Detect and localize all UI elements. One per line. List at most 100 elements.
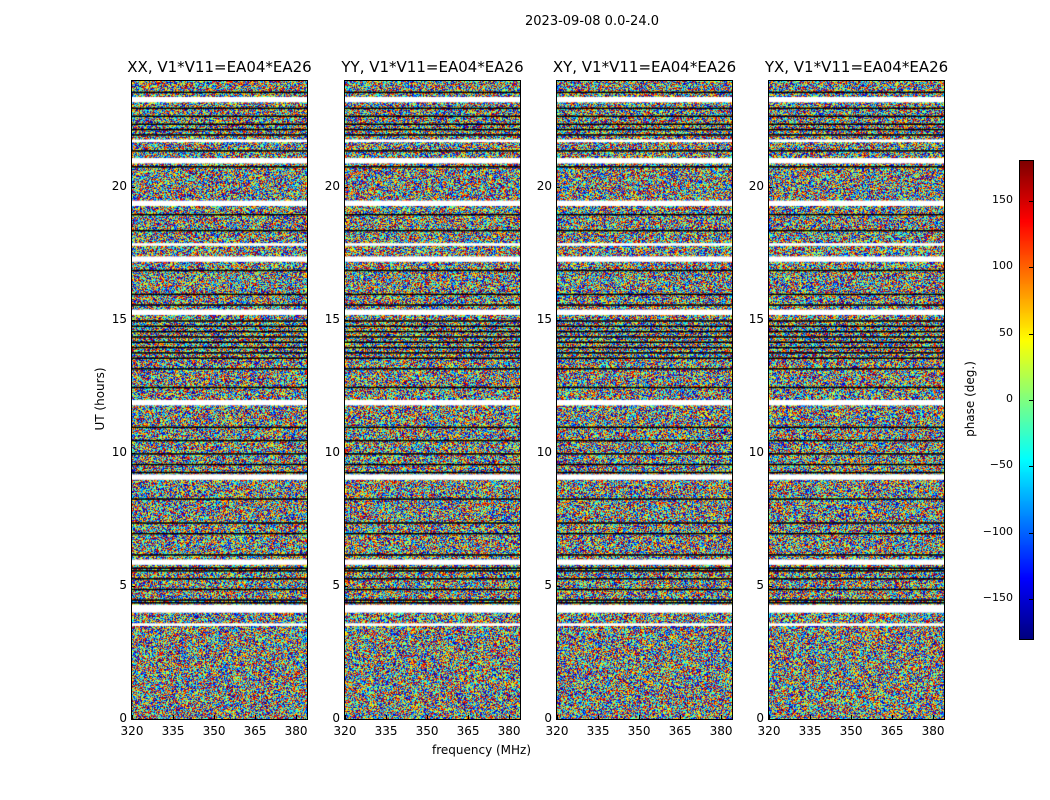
y-tick-label: 0 bbox=[756, 711, 764, 725]
x-tick-mark bbox=[427, 715, 429, 719]
panel-title: YX, V1*V11=EA04*EA26 bbox=[764, 58, 949, 76]
x-tick-mark bbox=[173, 715, 175, 719]
y-tick-mark bbox=[556, 453, 560, 455]
y-tick-label: 0 bbox=[332, 711, 340, 725]
colorbar bbox=[1019, 160, 1034, 640]
x-tick-label: 350 bbox=[627, 724, 651, 738]
y-tick-mark bbox=[344, 586, 348, 588]
x-tick-label: 320 bbox=[545, 724, 569, 738]
heatmap-cells bbox=[557, 81, 732, 719]
panel-title: XY, V1*V11=EA04*EA26 bbox=[552, 58, 737, 76]
colorbar-tick-mark bbox=[1029, 532, 1033, 534]
x-tick-label: 335 bbox=[798, 724, 822, 738]
x-tick-mark bbox=[132, 715, 133, 719]
y-tick-mark bbox=[344, 320, 348, 322]
x-tick-mark bbox=[214, 715, 216, 719]
x-tick-mark bbox=[933, 715, 935, 719]
x-tick-label: 350 bbox=[415, 724, 439, 738]
y-tick-label: 10 bbox=[748, 445, 764, 460]
x-tick-mark bbox=[557, 715, 558, 719]
y-tick-mark bbox=[131, 187, 135, 189]
heatmap-cells bbox=[132, 81, 307, 719]
y-tick-label: 20 bbox=[536, 179, 552, 194]
y-tick-label: 10 bbox=[324, 445, 340, 460]
x-tick-label: 365 bbox=[456, 724, 480, 738]
y-tick-label: 20 bbox=[111, 179, 127, 194]
x-tick-mark bbox=[721, 715, 723, 719]
heatmap-cells bbox=[345, 81, 520, 719]
colorbar-tick-mark bbox=[1029, 466, 1033, 468]
x-tick-mark bbox=[810, 715, 812, 719]
colorbar-tick-label: 150 bbox=[992, 192, 1013, 206]
x-tick-label: 350 bbox=[839, 724, 863, 738]
x-tick-mark bbox=[639, 715, 641, 719]
x-tick-label: 350 bbox=[202, 724, 226, 738]
colorbar-tick-label: −50 bbox=[989, 458, 1013, 472]
y-tick-mark bbox=[768, 586, 772, 588]
colorbar-tick-mark bbox=[1029, 333, 1033, 335]
x-tick-label: 335 bbox=[161, 724, 185, 738]
y-tick-mark bbox=[768, 320, 772, 322]
heatmap-panel bbox=[556, 80, 733, 720]
y-tick-mark bbox=[768, 453, 772, 455]
colorbar-tick-label: −100 bbox=[982, 524, 1013, 538]
colorbar-tick-mark bbox=[1029, 599, 1033, 601]
x-tick-label: 365 bbox=[668, 724, 692, 738]
y-tick-mark bbox=[768, 187, 772, 189]
colorbar-gradient bbox=[1020, 161, 1033, 639]
heatmap-panel bbox=[344, 80, 521, 720]
x-tick-label: 320 bbox=[757, 724, 781, 738]
y-tick-label: 20 bbox=[324, 179, 340, 194]
y-tick-mark bbox=[131, 320, 135, 322]
x-tick-mark bbox=[509, 715, 511, 719]
colorbar-tick-mark bbox=[1029, 400, 1033, 401]
x-tick-mark bbox=[255, 715, 257, 719]
colorbar-tick-label: 50 bbox=[999, 325, 1013, 339]
x-tick-mark bbox=[851, 715, 853, 719]
y-tick-label: 5 bbox=[332, 578, 340, 593]
x-tick-mark bbox=[468, 715, 470, 719]
x-tick-label: 320 bbox=[120, 724, 144, 738]
y-tick-mark bbox=[131, 719, 135, 720]
x-tick-label: 320 bbox=[333, 724, 357, 738]
colorbar-tick-label: 100 bbox=[992, 259, 1013, 273]
panel-title: YY, V1*V11=EA04*EA26 bbox=[341, 58, 524, 76]
colorbar-tick-mark bbox=[1029, 267, 1033, 269]
y-tick-label: 5 bbox=[544, 578, 552, 593]
y-tick-label: 20 bbox=[748, 179, 764, 194]
y-tick-mark bbox=[556, 586, 560, 588]
x-tick-label: 365 bbox=[880, 724, 904, 738]
y-tick-label: 5 bbox=[119, 578, 127, 593]
y-tick-label: 0 bbox=[544, 711, 552, 725]
x-tick-label: 380 bbox=[497, 724, 521, 738]
panel-title: XX, V1*V11=EA04*EA26 bbox=[127, 58, 312, 76]
x-tick-mark bbox=[598, 715, 600, 719]
y-tick-label: 15 bbox=[748, 312, 764, 327]
heatmap-cells bbox=[769, 81, 944, 719]
x-tick-label: 380 bbox=[709, 724, 733, 738]
x-tick-label: 335 bbox=[586, 724, 610, 738]
y-tick-label: 10 bbox=[111, 445, 127, 460]
x-tick-mark bbox=[680, 715, 682, 719]
y-tick-label: 15 bbox=[111, 312, 127, 327]
y-tick-mark bbox=[131, 586, 135, 588]
y-tick-label: 15 bbox=[324, 312, 340, 327]
heatmap-panel bbox=[131, 80, 308, 720]
colorbar-tick-label: 0 bbox=[1006, 392, 1013, 405]
y-tick-label: 15 bbox=[536, 312, 552, 327]
x-tick-label: 380 bbox=[921, 724, 945, 738]
y-tick-label: 5 bbox=[756, 578, 764, 593]
y-tick-label: 10 bbox=[536, 445, 552, 460]
heatmap-panel bbox=[768, 80, 945, 720]
x-tick-mark bbox=[296, 715, 298, 719]
x-tick-mark bbox=[892, 715, 894, 719]
x-tick-mark bbox=[345, 715, 346, 719]
colorbar-tick-label: −150 bbox=[982, 591, 1013, 605]
x-tick-label: 380 bbox=[284, 724, 308, 738]
figure-title: 2023-09-08 0.0-24.0 bbox=[525, 14, 659, 29]
y-tick-mark bbox=[131, 453, 135, 455]
x-axis-label: frequency (MHz) bbox=[432, 743, 532, 757]
y-tick-mark bbox=[768, 719, 772, 720]
x-tick-label: 335 bbox=[374, 724, 398, 738]
